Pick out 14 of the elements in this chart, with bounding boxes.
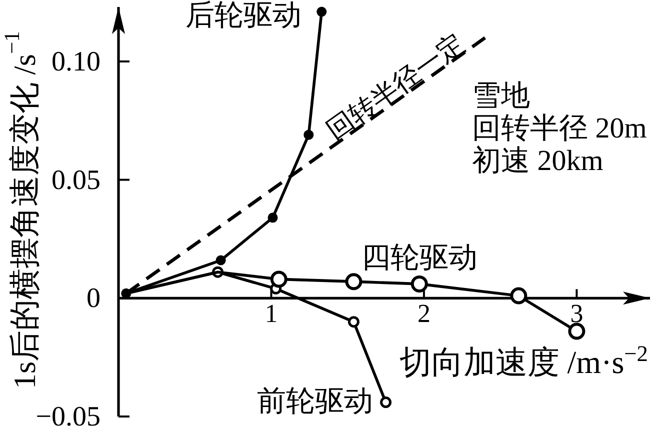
y-tick-label: 0.05 (52, 164, 100, 196)
annotation: 回转半径 20m (472, 112, 647, 144)
y-tick-label: 0.10 (52, 46, 100, 77)
series-label: 四轮驱动 (361, 242, 478, 274)
x-tick-label: 2 (417, 299, 430, 328)
y-tick-label: 0 (86, 282, 100, 314)
annotation: 雪地 (472, 80, 530, 112)
x-tick-label: 3 (570, 299, 584, 328)
xlabel: 切向加速度 /m·s$^{−2}$ (399, 340, 648, 380)
series-label: 前轮驱动 (256, 385, 373, 418)
x-tick-label: 1 (264, 299, 278, 328)
y-tick-label: −0.05 (36, 401, 100, 427)
annotation: 初速 20km (472, 145, 604, 177)
series-label: 后轮驱动 (186, 0, 302, 32)
